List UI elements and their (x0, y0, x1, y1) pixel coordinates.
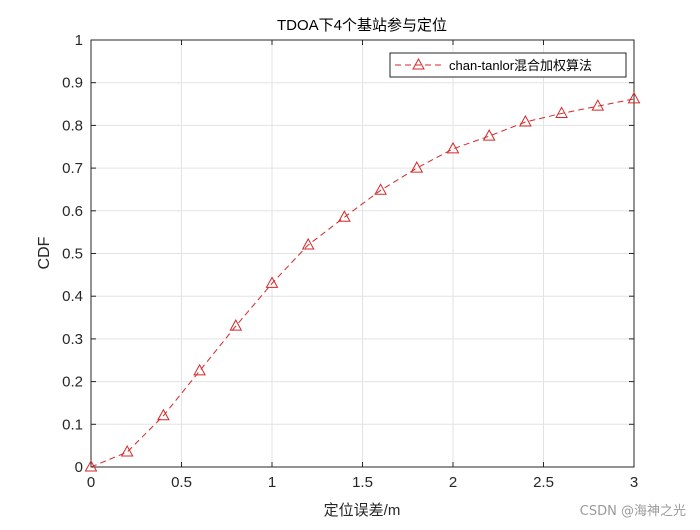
data-point-triangle (519, 114, 532, 127)
y-tick-label: 0.5 (62, 246, 83, 263)
y-tick-label: 0.8 (62, 117, 83, 134)
chart-title: TDOA下4个基站参与定位 (277, 17, 447, 34)
x-tick-label: 2 (449, 474, 457, 491)
x-tick-label: 0.5 (171, 474, 192, 491)
data-point-triangle (627, 91, 641, 104)
data-point-triangle (157, 408, 170, 421)
data-point-triangle (120, 445, 134, 457)
legend-label: chan-tanlor混合加权算法 (449, 58, 592, 73)
legend: chan-tanlor混合加权算法 (389, 52, 627, 78)
series-line (90, 98, 635, 468)
x-tick-label: 1.5 (352, 474, 373, 491)
data-point-triangle (338, 210, 351, 222)
watermark: CSDN @海神之光 (579, 504, 686, 519)
legend-triangle-marker-icon (412, 57, 425, 70)
data-point-triangle (591, 99, 605, 111)
data-point-triangle (410, 161, 424, 173)
x-axis-label: 定位误差/m (324, 502, 401, 519)
data-point-triangle (84, 459, 98, 472)
data-point-triangle (193, 363, 206, 376)
data-point-triangle (482, 129, 496, 141)
y-axis-label: CDF (36, 236, 53, 269)
y-tick-label: 0.6 (62, 203, 83, 220)
data-point-triangle (265, 276, 279, 288)
data-point-triangle (446, 141, 460, 154)
y-tick-label: 0.4 (62, 288, 83, 305)
axis-ticks: 0 0.5 1 1.5 2 2.5 3 0 0.1 0.2 0.3 0.4 0.5 0.6 0.7 0.8 0.… (62, 32, 638, 491)
y-tick-label: 0.1 (62, 416, 83, 433)
x-tick-label: 1 (268, 474, 276, 491)
data-point-triangle (229, 319, 243, 331)
series-layer (84, 91, 641, 472)
y-tick-label: 0.9 (62, 75, 83, 92)
y-tick-label: 1 (75, 32, 83, 49)
data-point-triangle (555, 106, 568, 118)
y-tick-label: 0.7 (62, 160, 83, 177)
data-point-triangle (301, 237, 315, 250)
y-tick-label: 0 (75, 459, 83, 476)
x-tick-label: 0 (87, 474, 95, 491)
x-tick-label: 2.5 (533, 474, 554, 491)
y-tick-label: 0.2 (62, 374, 83, 391)
y-tick-label: 0.3 (62, 331, 83, 348)
x-tick-label: 3 (630, 474, 638, 491)
data-point-triangle (374, 183, 387, 195)
